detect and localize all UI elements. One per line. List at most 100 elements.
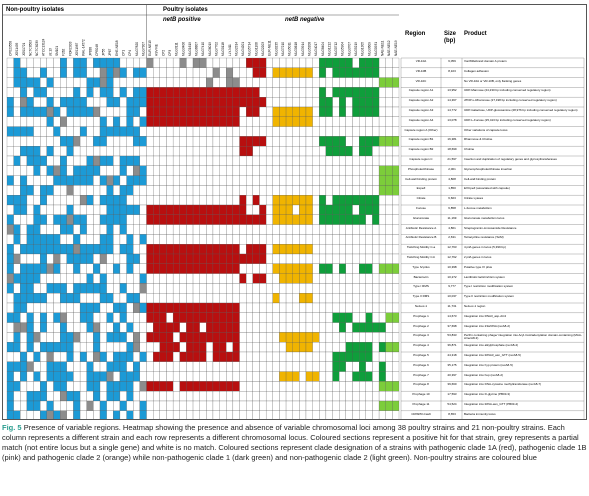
heatmap-cell bbox=[392, 77, 400, 88]
heatmap-cell bbox=[352, 57, 360, 68]
heatmap-cell bbox=[66, 410, 74, 419]
heatmap-cell bbox=[359, 175, 366, 186]
heatmap-cell bbox=[126, 263, 134, 274]
heatmap-cell bbox=[359, 214, 366, 225]
heatmap-cell bbox=[385, 410, 393, 419]
row-product: Type I restriction modification system bbox=[464, 285, 514, 289]
heatmap-cell bbox=[252, 204, 260, 215]
heatmap-cell bbox=[285, 302, 293, 313]
heatmap-cell bbox=[26, 371, 34, 382]
heatmap-cell bbox=[305, 263, 313, 274]
heatmap-cell bbox=[186, 185, 194, 196]
heatmap-cell bbox=[325, 234, 333, 245]
heatmap-cell bbox=[53, 224, 61, 235]
heatmap-cell bbox=[179, 381, 187, 392]
heatmap-cell bbox=[46, 185, 54, 196]
heatmap-cell bbox=[305, 126, 313, 137]
heatmap-cell bbox=[272, 283, 280, 294]
heatmap-cell bbox=[219, 204, 227, 215]
heatmap-cell bbox=[359, 165, 366, 176]
heatmap-cell bbox=[60, 214, 67, 225]
heatmap-cell bbox=[385, 332, 393, 343]
heatmap-cell bbox=[199, 175, 207, 186]
heatmap-cell bbox=[219, 97, 227, 108]
row-size: 4,861 bbox=[448, 226, 456, 230]
heatmap-cell bbox=[166, 214, 174, 225]
strain-label: MLG1619 bbox=[188, 42, 192, 56]
heatmap-cell bbox=[146, 361, 154, 372]
heatmap-cell bbox=[252, 67, 260, 78]
heatmap-cell bbox=[219, 381, 227, 392]
heatmap-cell bbox=[272, 77, 280, 88]
heatmap-cell bbox=[226, 371, 234, 382]
strain-label: MLG3707 bbox=[347, 42, 351, 56]
heatmap-cell bbox=[299, 77, 307, 88]
heatmap-cell bbox=[232, 97, 240, 108]
heatmap-cell bbox=[106, 244, 114, 255]
heatmap-cell bbox=[292, 361, 300, 372]
heatmap-cell bbox=[339, 351, 346, 362]
heatmap-cell bbox=[20, 312, 28, 323]
heatmap-cell bbox=[26, 263, 34, 274]
heatmap-cell bbox=[292, 293, 300, 304]
heatmap-cell bbox=[46, 204, 54, 215]
heatmap-cell bbox=[113, 97, 121, 108]
heatmap-cell bbox=[385, 283, 393, 294]
heatmap-cell bbox=[212, 195, 220, 206]
heatmap-cell bbox=[359, 97, 366, 108]
heatmap-cell bbox=[272, 410, 280, 419]
heatmap-cell bbox=[272, 57, 280, 68]
heatmap-cell bbox=[372, 400, 380, 411]
heatmap-cell bbox=[352, 253, 360, 264]
heatmap-cell bbox=[6, 106, 14, 117]
heatmap-cell bbox=[93, 106, 101, 117]
heatmap-cell bbox=[359, 342, 366, 353]
heatmap-cell bbox=[246, 165, 253, 176]
heatmap-cell bbox=[219, 136, 227, 147]
heatmap-cell bbox=[285, 312, 293, 323]
heatmap-cell bbox=[345, 204, 353, 215]
heatmap-cell bbox=[385, 371, 393, 382]
strain-label: LLY-N11 bbox=[228, 44, 232, 56]
heatmap-cell bbox=[126, 214, 134, 225]
heatmap-cell bbox=[232, 126, 240, 137]
row-product: EXCpeZ (associated with capsule) bbox=[464, 187, 510, 191]
heatmap-cell bbox=[53, 293, 61, 304]
heatmap-cell bbox=[246, 410, 253, 419]
heatmap-cell bbox=[199, 312, 207, 323]
heatmap-cell bbox=[345, 57, 353, 68]
heatmap-cell bbox=[79, 351, 87, 362]
heatmap-cell bbox=[73, 381, 81, 392]
heatmap-cell bbox=[365, 253, 373, 264]
heatmap-cell bbox=[365, 283, 373, 294]
heatmap-cell bbox=[179, 116, 187, 127]
heatmap-cell bbox=[93, 185, 101, 196]
heatmap-cell bbox=[26, 146, 34, 157]
heatmap-cell bbox=[139, 175, 147, 186]
heatmap-cell bbox=[372, 195, 380, 206]
heatmap-cell bbox=[352, 312, 360, 323]
heatmap-cell bbox=[345, 244, 353, 255]
heatmap-cell bbox=[385, 155, 393, 166]
heatmap-cell bbox=[385, 351, 393, 362]
heatmap-cell bbox=[285, 214, 293, 225]
heatmap-cell bbox=[79, 214, 87, 225]
heatmap-cell bbox=[279, 263, 287, 274]
heatmap-cell bbox=[292, 244, 300, 255]
heatmap-cell bbox=[106, 410, 114, 419]
heatmap-cell bbox=[46, 146, 54, 157]
heatmap-cell bbox=[305, 165, 313, 176]
heatmap-cell bbox=[265, 204, 273, 215]
row-size: 54,524 bbox=[447, 403, 457, 406]
heatmap-cell bbox=[166, 116, 174, 127]
heatmap-cell bbox=[66, 57, 74, 68]
heatmap-cell bbox=[385, 87, 393, 98]
heatmap-cell bbox=[106, 253, 114, 264]
heatmap-cell bbox=[392, 312, 400, 323]
heatmap-cell bbox=[199, 204, 207, 215]
heatmap-cell bbox=[199, 293, 207, 304]
heatmap-cell bbox=[352, 116, 360, 127]
heatmap-cell bbox=[99, 106, 107, 117]
strain-label: MLG5208 bbox=[308, 42, 312, 56]
heatmap-cell bbox=[259, 400, 267, 411]
